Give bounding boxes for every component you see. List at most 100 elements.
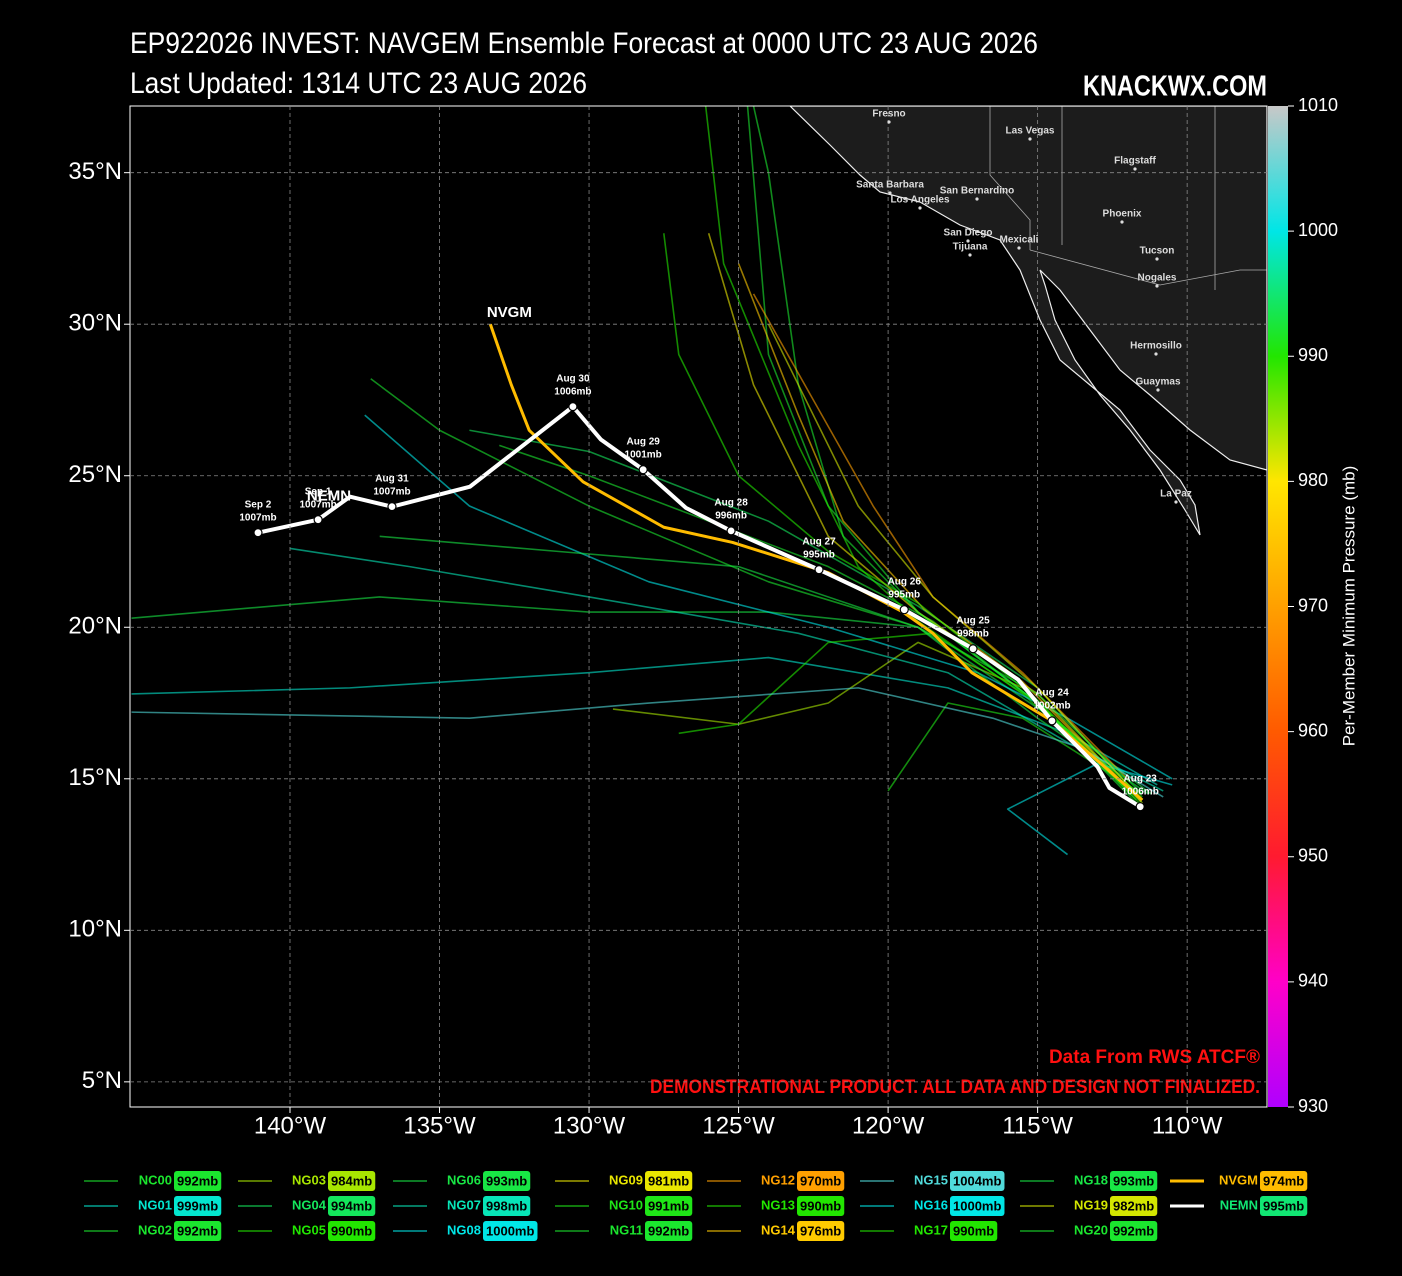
legend-pressure-box (1110, 1171, 1158, 1191)
legend-name: NG13 (761, 1197, 795, 1212)
land (789, 106, 1267, 536)
legend-name: NG02 (138, 1222, 172, 1237)
place-label: Hermosillo (1130, 341, 1182, 352)
y-tick-label: 15°N (68, 764, 122, 791)
point-date: Aug 26 (888, 576, 922, 587)
track-point (387, 502, 397, 512)
place-dot (918, 206, 922, 210)
place-dot (975, 197, 979, 201)
place-label: Santa Barbara (856, 180, 924, 191)
legend-pressure: 992mb (177, 1173, 218, 1188)
legend-pressure: 984mb (331, 1173, 372, 1188)
legend-pressure-box (797, 1196, 845, 1216)
legend-pressure: 999mb (177, 1198, 218, 1213)
x-tick-label: 120°W (852, 1112, 925, 1139)
legend-pressure: 991mb (648, 1198, 689, 1213)
colorbar (1268, 106, 1288, 1107)
place-label: Nogales (1138, 273, 1177, 284)
x-tick-label: 125°W (702, 1112, 775, 1139)
x-tick-label: 140°W (254, 1112, 327, 1139)
x-tick-label: 110°W (1152, 1112, 1223, 1139)
legend-pressure: 990mb (953, 1223, 994, 1238)
place-dot (1155, 284, 1159, 288)
place-dot (1174, 500, 1178, 504)
legend-pressure-box (645, 1171, 693, 1191)
legend-name: NC00 (139, 1172, 172, 1187)
legend-pressure: 993mb (486, 1173, 527, 1188)
legend-pressure: 994mb (331, 1198, 372, 1213)
point-date: Aug 31 (375, 473, 409, 484)
track-point (568, 402, 578, 412)
point-date: Aug 29 (627, 436, 661, 447)
legend-pressure-box (174, 1221, 222, 1241)
place-label: Guaymas (1135, 377, 1180, 388)
legend-name: NEMN (1220, 1197, 1258, 1212)
y-tick-label: 20°N (68, 613, 122, 640)
colorbar-tick-label: 940 (1298, 971, 1328, 991)
legend-name: NG06 (447, 1172, 481, 1187)
place-dot (888, 191, 892, 195)
point-pressure: 995mb (803, 549, 835, 560)
track (379, 535, 1149, 795)
track (707, 233, 1143, 804)
legend-name: NG12 (761, 1172, 795, 1187)
legend-pressure: 993mb (1113, 1173, 1154, 1188)
colorbar-tick-label: 1010 (1298, 95, 1338, 115)
legend-pressure: 992mb (1113, 1223, 1154, 1238)
track (887, 702, 1143, 795)
y-tick-label: 10°N (68, 916, 122, 943)
legend-name: NG15 (914, 1172, 948, 1187)
y-tick-label: 35°N (68, 158, 122, 185)
legend-pressure: 990mb (331, 1223, 372, 1238)
legend-name: NG09 (609, 1172, 643, 1187)
colorbar-tick-label: 960 (1298, 720, 1328, 740)
legend-pressure: 992mb (648, 1223, 689, 1238)
y-tick-label: 5°N (82, 1067, 122, 1094)
point-pressure: 998mb (957, 628, 989, 639)
track (767, 323, 1143, 801)
track-point (726, 526, 736, 536)
point-pressure: 1006mb (554, 386, 591, 397)
legend-pressure-box (797, 1171, 845, 1191)
point-date: Aug 23 (1124, 773, 1158, 784)
legend-pressure-box (174, 1196, 222, 1216)
legend-name: NG10 (609, 1197, 643, 1212)
place-label: Las Vegas (1006, 126, 1055, 137)
legend-pressure: 981mb (648, 1173, 689, 1188)
colorbar-tick-label: 930 (1298, 1096, 1328, 1116)
legend-pressure-box (483, 1221, 538, 1241)
legend-name: NG11 (610, 1222, 643, 1237)
colorbar-tick-label: 970 (1298, 595, 1328, 615)
legend-pressure: 992mb (177, 1223, 218, 1238)
legend-pressure-box (1110, 1221, 1158, 1241)
track-name: NEMN (307, 488, 351, 505)
point-pressure: 995mb (888, 589, 920, 600)
y-tick-label: 25°N (68, 461, 122, 488)
legend-name: NG07 (447, 1197, 481, 1212)
point-pressure: 1007mb (373, 486, 410, 497)
place-dot (1155, 257, 1159, 261)
place-label: Fresno (872, 109, 905, 120)
point-date: Aug 24 (1035, 688, 1069, 699)
legend-pressure: 982mb (1113, 1198, 1154, 1213)
point-date: Sep 1 (305, 486, 332, 497)
colorbar-tick-label: 1000 (1298, 220, 1338, 240)
legend-pressure: 1004mb (953, 1173, 1001, 1188)
track (663, 233, 1140, 804)
source-note: Data From RWS ATCF® (1049, 1047, 1260, 1068)
legend-pressure-box (645, 1221, 693, 1241)
legend-pressure-box (645, 1196, 693, 1216)
legend-pressure-box (483, 1196, 531, 1216)
chart-title: EP922026 INVEST: NAVGEM Ensemble Forecas… (130, 27, 1038, 60)
legend-pressure-box (328, 1196, 376, 1216)
place-dot (1120, 220, 1124, 224)
legend-pressure-box (328, 1221, 376, 1241)
legend-name: NG19 (1074, 1197, 1108, 1212)
legend-pressure: 1000mb (953, 1198, 1001, 1213)
track-name: NVGM (487, 304, 532, 321)
y-tick-label: 30°N (68, 310, 122, 337)
x-tick-label: 130°W (553, 1112, 626, 1139)
track (737, 263, 1128, 789)
legend-pressure: 998mb (486, 1198, 527, 1213)
